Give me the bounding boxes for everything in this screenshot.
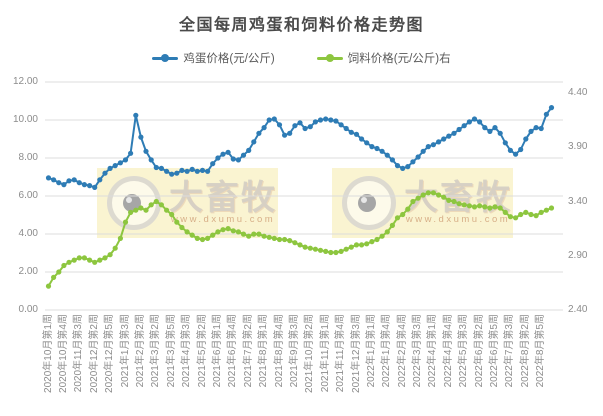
x-axis-tick-label: 2021年8月第1周	[258, 314, 270, 388]
x-axis-tick-label: 2022年8月第5周	[535, 314, 547, 388]
egg-price-legend-marker-icon	[152, 54, 179, 62]
x-axis-tick-label: 2021年6月第4周	[227, 314, 239, 388]
x-axis-tick-label: 2022年3月第3周	[412, 314, 424, 388]
x-axis-tick-label: 2021年4月第3周	[181, 314, 193, 388]
right-y-axis-tick-label: 3.40	[568, 195, 588, 207]
x-axis-tick-label: 2021年6月第1周	[211, 314, 223, 388]
watermark-brand-text: 大畜牧	[169, 179, 277, 217]
egg-price-series-line	[45, 105, 555, 190]
x-axis-tick-label: 2021年1月第3周	[119, 314, 131, 388]
x-axis-tick-label: 2022年6月第5周	[489, 314, 500, 388]
egg-price-legend-dot-icon	[161, 54, 170, 62]
x-axis-tick-label: 2020年10月第4周	[57, 314, 69, 393]
legend-item-feed-price[interactable]: 饲料价格(元/公斤)右	[316, 50, 451, 66]
x-axis-tick-label: 2021年11月第1周	[319, 314, 331, 393]
watermark-block-right: 大畜牧 www.dxumu.com	[332, 168, 513, 238]
x-axis-tick-label: 2022年5月第3周	[458, 314, 470, 388]
x-axis-tick-label: 2021年3月第2周	[150, 314, 162, 388]
left-y-axis-tick-label: 6.00	[18, 190, 38, 201]
legend-label-feed-price: 饲料价格(元/公斤)右	[347, 53, 451, 65]
x-axis-tick-label: 2020年12月第2周	[88, 314, 100, 393]
left-y-axis-tick-label: 10.00	[12, 114, 38, 125]
right-y-axis-tick-label: 3.90	[568, 141, 588, 153]
x-axis-tick-label: 2021年12月第3周	[350, 314, 362, 393]
page-title: 全国每周鸡蛋和饲料价格走势图	[178, 17, 424, 34]
x-axis-tick-label: 2021年3月第5周	[165, 314, 177, 388]
x-axis-tick-label: 2021年7月第2周	[242, 314, 254, 388]
legend-label-egg-price: 鸡蛋价格(元/公斤)	[183, 53, 275, 65]
x-axis-tick-label: 2022年4月第1周	[427, 314, 439, 388]
x-axis-tick-label: 2020年11月第3周	[73, 314, 85, 393]
left-y-axis-tick-label: 0.00	[18, 304, 38, 315]
x-axis-tick-label: 2021年8月第4周	[273, 314, 285, 388]
watermark-url-text: www.dxumu.com	[405, 214, 511, 225]
left-y-axis-tick-label: 8.00	[18, 152, 38, 163]
x-axis-tick-label: 2021年5月第2周	[196, 314, 208, 388]
x-axis-tick-label: 2022年2月第4周	[396, 314, 408, 388]
x-axis-tick-label: 2021年11月第4周	[335, 314, 347, 393]
left-y-axis-tick-label: 2.00	[18, 266, 38, 277]
dxumu-logo-icon	[342, 176, 396, 230]
right-y-axis-tick-label: 2.40	[568, 304, 588, 315]
left-y-axis-tick-label: 4.00	[18, 228, 38, 239]
x-axis-tick-label: 2022年1月第1周	[365, 314, 377, 388]
watermark-brand-text: 大畜牧	[404, 179, 512, 217]
watermark-block-left: 大畜牧 www.dxumu.com	[97, 168, 278, 238]
x-axis-tick-label: 2022年4月第4周	[442, 314, 454, 388]
x-axis-tick-label: 2020年12月第5周	[104, 314, 116, 393]
watermark-url-text: www.dxumu.com	[170, 214, 276, 225]
x-axis-tick-label: 2022年6月第2周	[473, 314, 485, 388]
chart-legend: 鸡蛋价格(元/公斤) 饲料价格(元/公斤)右	[0, 50, 603, 66]
left-y-axis-tick-label: 12.00	[12, 76, 38, 87]
x-axis-tick-label: 2022年1月第4周	[381, 314, 393, 388]
x-axis-tick-label: 2022年7月第3周	[504, 314, 516, 388]
x-axis-tick-label: 2021年10月第2周	[304, 314, 316, 393]
feed-price-legend-dot-icon	[325, 54, 334, 62]
x-axis-tick-label: 2022年8月第2周	[519, 314, 531, 388]
feed-price-series-line	[45, 190, 555, 289]
legend-item-egg-price[interactable]: 鸡蛋价格(元/公斤)	[152, 50, 275, 66]
x-axis-tick-label: 2020年10月第1周	[42, 314, 54, 393]
right-y-axis-tick-label: 2.90	[568, 249, 588, 261]
feed-price-legend-marker-icon	[316, 54, 343, 62]
x-axis-tick-label: 2021年2月第2周	[134, 314, 146, 388]
x-axis-tick-label: 2021年9月第3周	[288, 314, 300, 388]
right-y-axis-tick-label: 4.40	[568, 87, 588, 98]
